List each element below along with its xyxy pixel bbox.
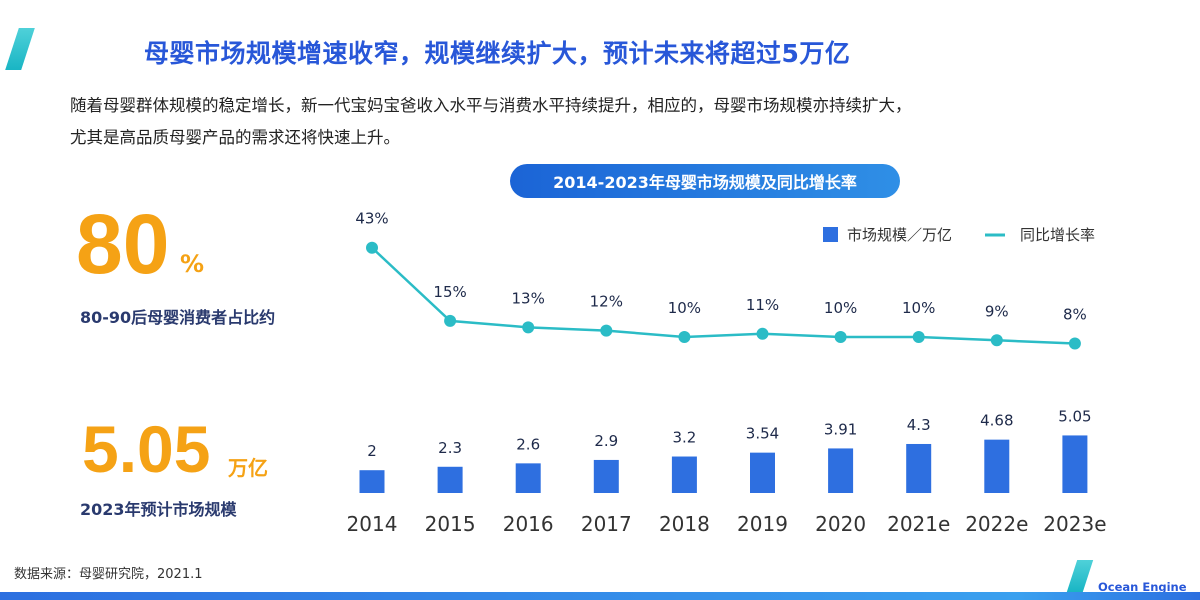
bar-value-labels: 2 2.3 2.6 2.9 3.2 3.54 3.91 4.3 4.68 5.05 [367, 407, 1091, 460]
brand-logo-text: Ocean Engine [1098, 580, 1187, 594]
intro-line-2: 尤其是高品质母婴产品的需求还将快速上升。 [70, 128, 400, 147]
line-label-2016: 13% [512, 289, 545, 307]
x-tick-2014: 2014 [347, 512, 398, 536]
line-point-2022e [990, 334, 1003, 347]
line-point-2023e [1068, 337, 1081, 350]
bar-label-2023e: 5.05 [1058, 407, 1091, 425]
x-tick-2019: 2019 [737, 512, 788, 536]
line-label-2019: 11% [746, 296, 779, 314]
bar-label-2016: 2.6 [516, 435, 540, 453]
line-point-2021e [912, 331, 925, 344]
x-tick-2015: 2015 [425, 512, 476, 536]
bar-label-2014: 2 [367, 442, 377, 460]
bar-series [359, 435, 1088, 493]
intro-text: 随着母婴群体规模的稳定增长，新一代宝妈宝爸收入水平与消费水平持续提升，相应的，母… [70, 90, 1130, 154]
stat-market-size-value: 5.05 [82, 412, 211, 486]
line-series [366, 241, 1081, 350]
stat-consumer-share-value: 80 [76, 197, 170, 291]
bar-2020 [828, 448, 854, 493]
page-title: 母婴市场规模增速收窄，规模继续扩大，预计未来将超过5万亿 [144, 39, 851, 68]
x-tick-2023e: 2023e [1043, 512, 1106, 536]
bar-label-2021e: 4.3 [907, 416, 931, 434]
x-tick-2021e: 2021e [887, 512, 950, 536]
bar-label-2017: 2.9 [594, 432, 618, 450]
line-point-2020 [834, 331, 847, 344]
x-tick-2018: 2018 [659, 512, 710, 536]
bar-2021e [906, 443, 932, 493]
bar-2022e [984, 439, 1010, 493]
stat-market-size-unit: 万亿 [228, 456, 268, 480]
bar-2018 [671, 456, 697, 493]
bar-2014 [359, 470, 385, 493]
legend-bar-swatch [823, 227, 838, 242]
bar-2017 [593, 459, 619, 493]
x-axis-ticks: 2014 2015 2016 2017 2018 2019 2020 2021e 2022e 20… [347, 512, 1107, 536]
stat-consumer-share-unit: % [180, 250, 205, 278]
line-point-2014 [366, 241, 378, 254]
line-label-2022e: 9% [985, 302, 1009, 320]
line-label-2014: 43% [355, 210, 388, 228]
chart-title: 2014-2023年母婴市场规模及同比增长率 [510, 164, 900, 198]
bar-label-2019: 3.54 [746, 425, 779, 443]
x-tick-2022e: 2022e [965, 512, 1028, 536]
growth-line [371, 246, 1075, 345]
bar-label-2020: 3.91 [824, 420, 857, 438]
line-label-2023e: 8% [1063, 306, 1087, 324]
x-tick-2020: 2020 [815, 512, 866, 536]
bar-label-2022e: 4.68 [980, 412, 1013, 430]
stat-market-size-label: 2023年预计市场规模 [80, 500, 237, 519]
chart-legend: 市场规模／万亿 同比增长率 [823, 226, 1095, 244]
bar-label-2015: 2.3 [438, 439, 462, 457]
bar-2019 [750, 452, 775, 493]
line-label-2015: 15% [433, 283, 466, 301]
line-point-2016 [522, 321, 535, 334]
bar-2015 [437, 466, 463, 493]
line-label-2021e: 10% [902, 299, 935, 317]
bottom-bar [0, 592, 1200, 600]
line-point-2017 [600, 324, 613, 337]
line-point-2019 [756, 327, 769, 340]
line-label-2020: 10% [824, 299, 857, 317]
stat-consumer-share-label: 80-90后母婴消费者占比约 [80, 308, 276, 327]
legend-line-label: 同比增长率 [1020, 226, 1095, 244]
line-label-2017: 12% [590, 293, 623, 311]
line-point-2018 [678, 331, 691, 344]
line-point-2015 [444, 314, 457, 327]
intro-line-1: 随着母婴群体规模的稳定增长，新一代宝妈宝爸收入水平与消费水平持续提升，相应的，母… [70, 96, 912, 115]
bar-2023e [1062, 435, 1088, 493]
x-tick-2017: 2017 [581, 512, 632, 536]
line-label-2018: 10% [668, 299, 701, 317]
data-source: 数据来源：母婴研究院，2021.1 [14, 567, 203, 582]
legend-bar-label: 市场规模／万亿 [847, 226, 952, 244]
bar-label-2018: 3.2 [672, 429, 696, 447]
x-tick-2016: 2016 [503, 512, 554, 536]
bar-2016 [515, 463, 541, 493]
line-value-labels: 43% 15% 13% 12% 10% 11% 10% 10% 9% 8% [355, 210, 1086, 324]
